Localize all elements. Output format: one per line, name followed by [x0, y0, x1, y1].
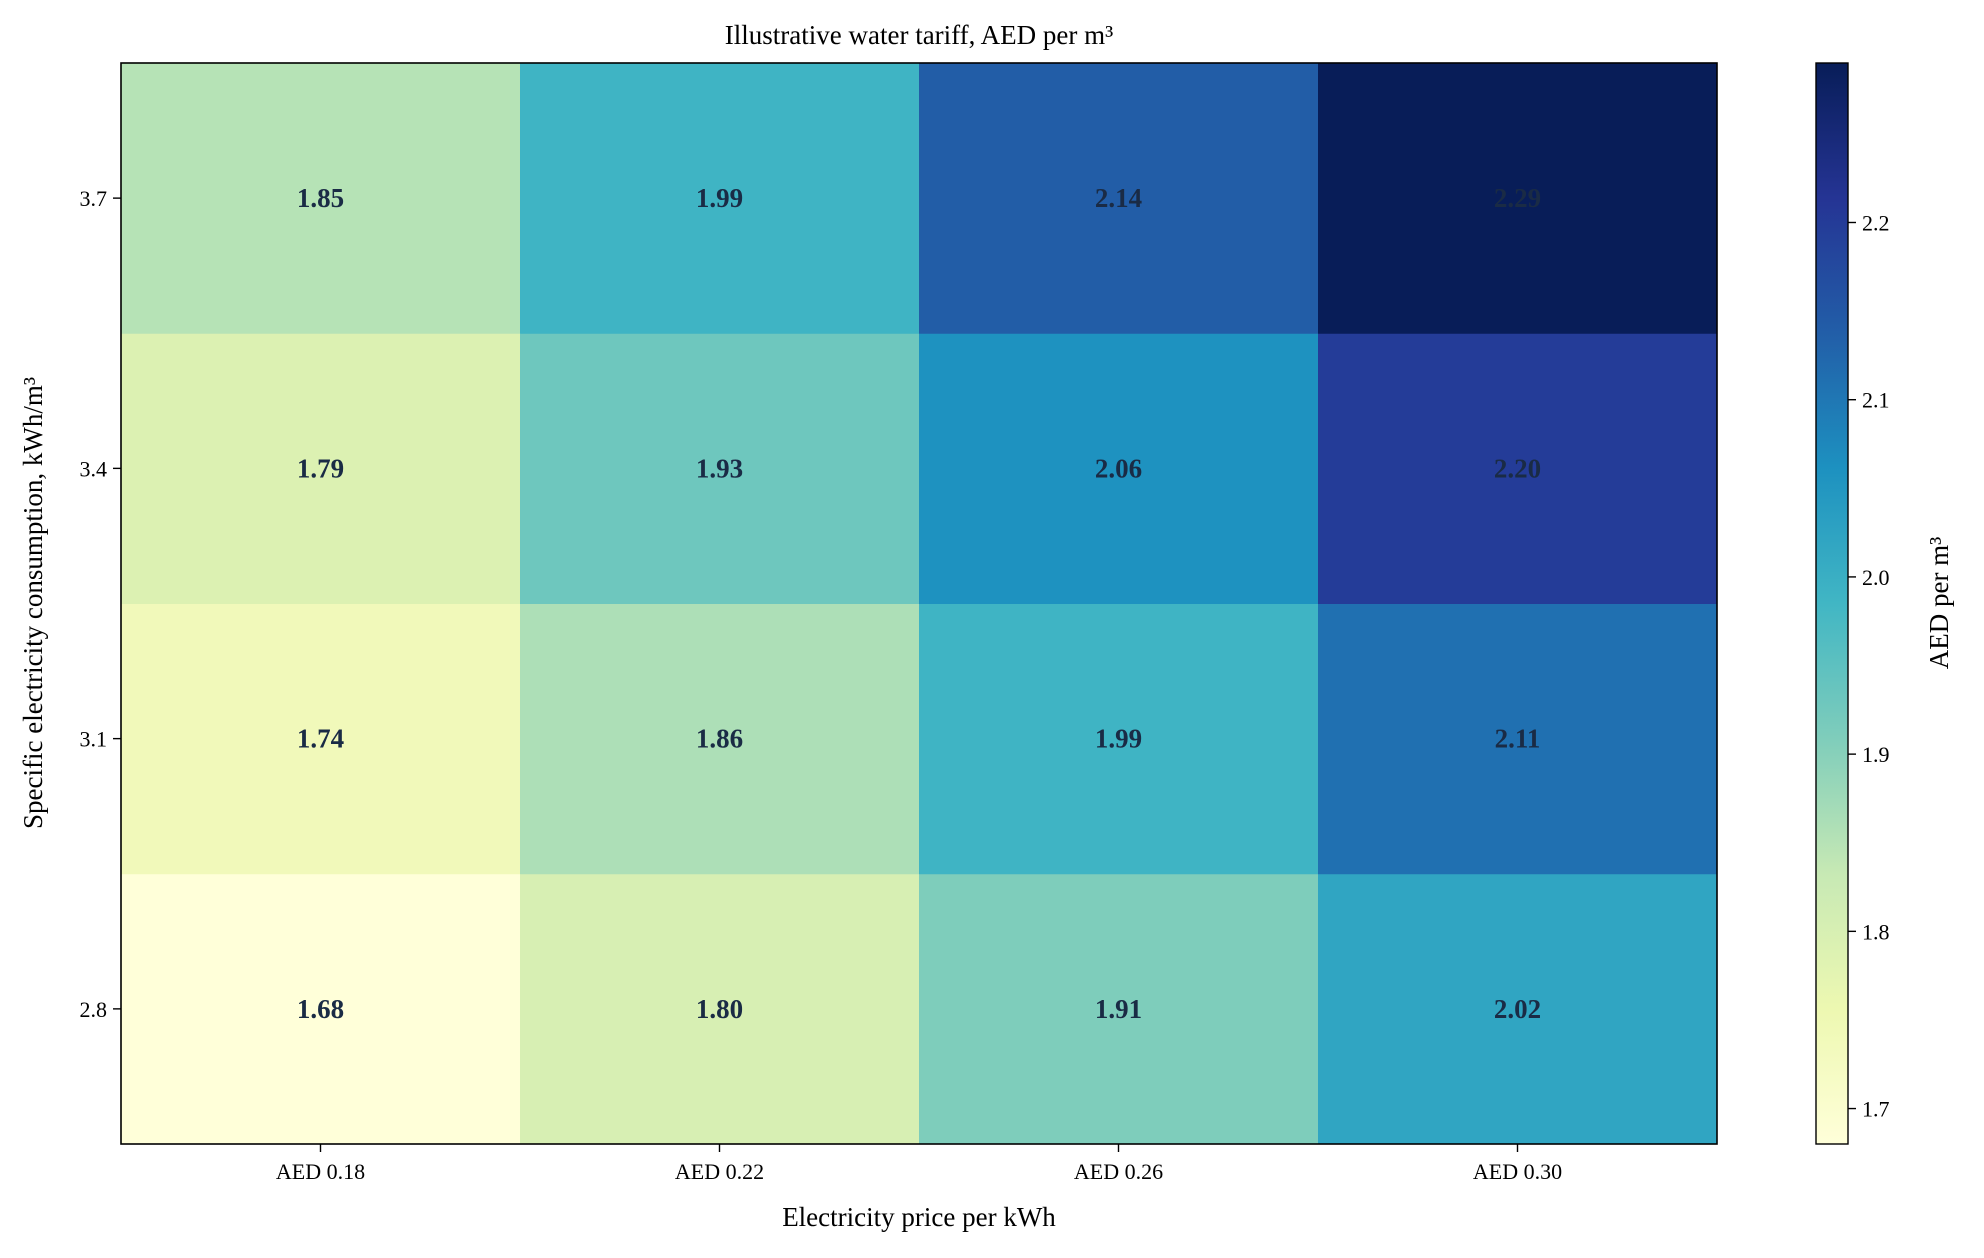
y-axis-ticks: 2.8 3.1 3.4 3.7 — [80, 186, 121, 1022]
colorbar — [1815, 62, 1849, 1145]
y-tick-label: 3.4 — [80, 456, 108, 481]
cell-value-label: 1.93 — [696, 453, 743, 483]
cell-value-label: 1.99 — [1095, 724, 1142, 754]
colorbar-tick-label: 1.8 — [1862, 919, 1890, 944]
cell-value-label: 1.86 — [696, 724, 743, 754]
cell-value-label: 1.80 — [696, 994, 743, 1024]
heatmap-cell — [919, 873, 1319, 1145]
chart-title: Illustrative water tariff, AED per m³ — [725, 20, 1113, 50]
y-axis-label: Specific electricity consumption, kWh/m³ — [18, 377, 48, 829]
colorbar-tick-label: 2.2 — [1862, 210, 1890, 235]
cell-value-label: 2.06 — [1095, 453, 1142, 483]
heatmap-cell — [1318, 873, 1718, 1145]
heatmap-cell — [121, 333, 521, 604]
x-tick-label: AED 0.18 — [276, 1159, 365, 1184]
heatmap-cell — [121, 603, 521, 875]
heatmap-cell — [121, 63, 521, 334]
cell-value-label: 2.02 — [1494, 994, 1541, 1024]
y-tick-label: 3.7 — [80, 186, 108, 211]
heatmap-cell — [1318, 603, 1718, 875]
cell-value-label: 2.20 — [1494, 453, 1541, 483]
cell-value-label: 1.91 — [1095, 994, 1142, 1024]
cell-value-label: 1.74 — [297, 724, 344, 754]
heatmap-cell — [919, 333, 1319, 604]
colorbar-tick-label: 1.9 — [1862, 742, 1890, 767]
cell-value-label: 1.68 — [297, 994, 344, 1024]
y-tick-label: 3.1 — [80, 727, 108, 752]
plot-frame — [120, 62, 1718, 1145]
x-tick-label: AED 0.26 — [1074, 1159, 1163, 1184]
colorbar-ticks: 1.7 1.8 1.9 2.0 2.1 2.2 — [1848, 210, 1890, 1122]
heatmap-cell — [1318, 333, 1718, 604]
y-tick-label: 2.8 — [80, 997, 108, 1022]
cell-value-label: 2.11 — [1495, 724, 1541, 754]
colorbar-tick-label: 2.1 — [1862, 388, 1890, 413]
cell-value-label: 1.85 — [297, 183, 344, 213]
cell-value-label: 1.79 — [297, 453, 344, 483]
colorbar-tick-label: 1.7 — [1862, 1097, 1890, 1122]
heatmap-cells — [121, 63, 1718, 1145]
x-tick-label: AED 0.22 — [675, 1159, 764, 1184]
cell-value-label: 2.14 — [1095, 183, 1142, 213]
heatmap-cell — [919, 63, 1319, 334]
colorbar-tick-label: 2.0 — [1862, 565, 1890, 590]
heatmap-cell — [919, 603, 1319, 875]
heatmap-cell — [1318, 63, 1718, 334]
heatmap-cell — [520, 603, 920, 875]
cell-value-label: 1.99 — [696, 183, 743, 213]
heatmap-cell — [520, 873, 920, 1145]
cell-value-labels: 1.68 1.80 1.91 2.02 1.74 1.86 1.99 2.11 1.79 1.93… — [297, 183, 1541, 1024]
heatmap-cell — [520, 63, 920, 334]
heatmap-cell — [121, 873, 521, 1145]
x-axis-ticks: AED 0.18 AED 0.22 AED 0.26 AED 0.30 — [276, 1144, 1562, 1184]
colorbar-label: AED per m³ — [1924, 537, 1954, 670]
cell-value-label: 2.29 — [1494, 183, 1541, 213]
x-axis-label: Electricity price per kWh — [782, 1202, 1056, 1232]
x-tick-label: AED 0.30 — [1473, 1159, 1562, 1184]
heatmap-cell — [520, 333, 920, 604]
